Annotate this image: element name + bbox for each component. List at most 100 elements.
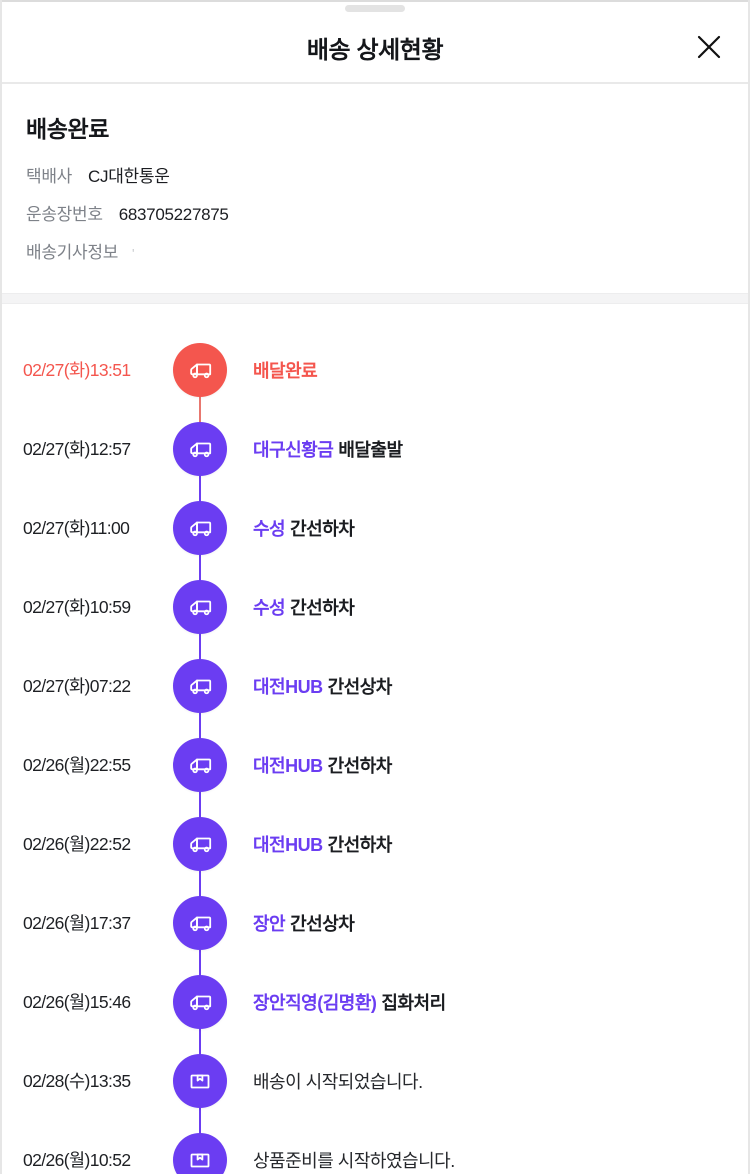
section-divider — [2, 293, 748, 304]
timeline-event-text: 대전HUB 간선하차 — [230, 752, 748, 778]
timeline-event-date: 02/27(화)10:59 — [23, 597, 131, 617]
timeline-event-place: 장안 — [253, 913, 286, 934]
timeline-node — [170, 883, 230, 962]
status-badge: 배송완료 — [26, 116, 110, 142]
driver-info-label: 배송기사정보 — [26, 243, 119, 262]
timeline-event-text: 장안 간선상차 — [230, 910, 748, 936]
sheet-header: 배송 상세현황 — [2, 12, 748, 84]
timeline-node — [170, 409, 230, 488]
truck-icon — [184, 591, 216, 623]
timeline-event-text: 대전HUB 간선하차 — [230, 831, 748, 857]
timeline-node-circle — [173, 658, 227, 713]
timeline-event-date: 02/26(월)10:52 — [23, 1150, 131, 1170]
timeline-event-text: 상품준비를 시작하였습니다. — [230, 1147, 748, 1173]
truck-icon — [184, 433, 216, 465]
box-icon — [185, 1066, 215, 1096]
timeline-event-place: 대구신황금 — [253, 439, 334, 460]
timeline-event-row: 02/26(월)10:52 상품준비를 시작하였습니다. — [2, 1120, 748, 1174]
timeline-event-text: 배송이 시작되었습니다. — [230, 1068, 748, 1094]
timeline-node — [170, 646, 230, 725]
truck-icon — [184, 907, 216, 939]
timeline-event-text: 수성 간선하차 — [230, 515, 748, 541]
tracking-number-label: 운송장번호 — [26, 205, 103, 224]
timeline-node — [170, 804, 230, 883]
timeline-event-row: 02/26(월)15:46 장안직영(김명환) 집화처리 — [2, 962, 748, 1041]
timeline-node — [170, 725, 230, 804]
timeline-node-circle — [173, 737, 227, 792]
timeline-event-row: 02/27(화)13:51 배달완료 — [2, 330, 748, 409]
timeline-event-text: 대구신황금 배달출발 — [230, 436, 748, 462]
timeline-event-action: 간선하차 — [290, 518, 355, 539]
page-title: 배송 상세현황 — [306, 36, 444, 64]
shipment-summary: 배송완료 택배사 CJ대한통운 운송장번호 683705227875 배송기사정… — [2, 84, 748, 293]
timeline-event-action: 배송이 시작되었습니다. — [253, 1071, 423, 1092]
timeline-event-date: 02/26(월)22:55 — [23, 755, 131, 775]
timeline-event-action: 집화처리 — [381, 992, 446, 1013]
timeline-event-text: 배달완료 — [230, 357, 748, 383]
summary-row-carrier: 택배사 CJ대한통운 — [26, 162, 724, 187]
timeline-node-circle — [173, 579, 227, 634]
driver-info-value: ' — [132, 246, 135, 261]
timeline-event-date: 02/27(화)07:22 — [23, 676, 131, 696]
timeline-event-row: 02/26(월)17:37 장안 간선상차 — [2, 883, 748, 962]
timeline-event-place: 수성 — [253, 518, 286, 539]
timeline-node-circle — [173, 500, 227, 555]
timeline-event-action: 간선하차 — [327, 834, 393, 855]
summary-row-tracking-number: 운송장번호 683705227875 — [26, 200, 724, 225]
tracking-timeline: 02/27(화)13:51 배달완료 02/27(화)12:57 대구신황금 배달출발 0… — [2, 304, 748, 1174]
truck-icon — [184, 670, 216, 702]
timeline-node — [170, 962, 230, 1041]
timeline-node-circle — [173, 816, 227, 871]
timeline-event-text: 대전HUB 간선상차 — [230, 673, 748, 699]
timeline-event-date: 02/28(수)13:35 — [23, 1071, 131, 1091]
timeline-event-row: 02/27(화)11:00 수성 간선하차 — [2, 488, 748, 567]
truck-icon — [184, 512, 216, 544]
timeline-event-date: 02/27(화)11:00 — [23, 518, 130, 538]
timeline-node — [170, 488, 230, 567]
timeline-node-circle — [173, 1053, 227, 1108]
timeline-event-action: 배달완료 — [253, 360, 318, 381]
timeline-event-action: 상품준비를 시작하였습니다. — [253, 1150, 455, 1171]
summary-row-driver-info: 배송기사정보 ' — [26, 238, 724, 263]
carrier-label: 택배사 — [26, 167, 73, 186]
timeline-node-circle — [173, 1132, 227, 1174]
sheet-handle-zone[interactable] — [2, 0, 748, 12]
box-icon — [185, 1145, 215, 1174]
drag-handle[interactable] — [345, 5, 405, 12]
timeline-event-place: 대전HUB — [253, 755, 323, 776]
truck-icon — [184, 828, 216, 860]
timeline-event-date: 02/27(화)12:57 — [23, 439, 131, 459]
timeline-node-circle — [173, 974, 227, 1029]
timeline-node — [170, 330, 230, 409]
timeline-node — [170, 567, 230, 646]
timeline-event-place: 대전HUB — [253, 834, 323, 855]
carrier-value: CJ대한통운 — [88, 167, 170, 186]
close-button[interactable] — [686, 24, 732, 70]
timeline-node — [170, 1120, 230, 1174]
truck-icon — [184, 749, 216, 781]
timeline-event-text: 장안직영(김명환) 집화처리 — [230, 989, 748, 1015]
timeline-event-row: 02/28(수)13:35 배송이 시작되었습니다. — [2, 1041, 748, 1120]
timeline-event-action: 간선하차 — [290, 597, 355, 618]
truck-icon — [184, 354, 216, 386]
timeline-event-row: 02/26(월)22:52 대전HUB 간선하차 — [2, 804, 748, 883]
timeline-node-circle — [173, 895, 227, 950]
timeline-event-date: 02/27(화)13:51 — [23, 360, 131, 380]
timeline-event-row: 02/26(월)22:55 대전HUB 간선하차 — [2, 725, 748, 804]
close-icon — [694, 32, 724, 62]
timeline-event-text: 수성 간선하차 — [230, 594, 748, 620]
tracking-number-value: 683705227875 — [118, 205, 229, 224]
timeline-event-action: 간선상차 — [327, 676, 393, 697]
timeline-event-date: 02/26(월)22:52 — [23, 834, 131, 854]
timeline-event-place: 수성 — [253, 597, 286, 618]
timeline-event-action: 간선상차 — [290, 913, 355, 934]
timeline-event-row: 02/27(화)07:22 대전HUB 간선상차 — [2, 646, 748, 725]
timeline-event-row: 02/27(화)12:57 대구신황금 배달출발 — [2, 409, 748, 488]
timeline-node — [170, 1041, 230, 1120]
timeline-event-row: 02/27(화)10:59 수성 간선하차 — [2, 567, 748, 646]
timeline-event-action: 배달출발 — [338, 439, 403, 460]
timeline-node-circle — [173, 421, 227, 476]
timeline-event-date: 02/26(월)15:46 — [23, 992, 131, 1012]
truck-icon — [184, 986, 216, 1018]
